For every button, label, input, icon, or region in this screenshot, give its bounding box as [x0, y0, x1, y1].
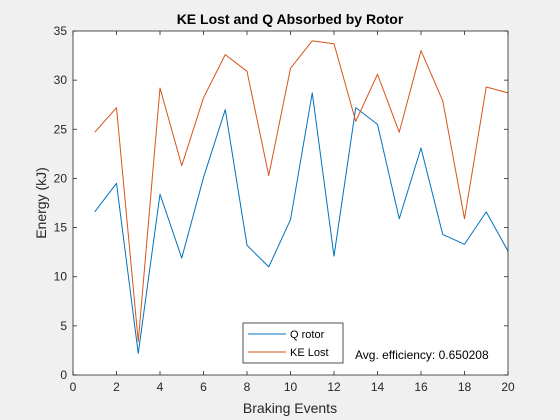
legend-box	[242, 322, 344, 364]
x-tick-label: 0	[70, 380, 77, 394]
x-axis-label: Braking Events	[243, 400, 337, 416]
legend-label-q-rotor: Q rotor	[290, 329, 325, 341]
y-tick-label: 35	[54, 24, 68, 38]
y-tick-label: 0	[60, 368, 67, 382]
series-line-ke-lost	[94, 40, 509, 343]
x-tick-label: 10	[284, 380, 298, 394]
x-tick-label: 12	[327, 380, 341, 394]
efficiency-annotation: Avg. efficiency: 0.650208	[355, 348, 489, 362]
axes-background	[73, 31, 508, 375]
x-tick-label: 2	[113, 380, 120, 394]
x-tick-label: 20	[501, 380, 515, 394]
plot-lines	[94, 40, 509, 354]
y-tick-label: 25	[54, 122, 68, 136]
x-tick-label: 8	[244, 380, 251, 394]
y-tick-label: 30	[54, 73, 68, 87]
x-tick-label: 6	[200, 380, 207, 394]
y-tick-label: 20	[54, 171, 68, 185]
y-tick-label: 5	[60, 319, 67, 333]
legend: Q rotor KE Lost	[242, 322, 344, 364]
chart-title: KE Lost and Q Absorbed by Rotor	[177, 11, 404, 27]
series-line-q-rotor	[94, 92, 509, 354]
x-tick-label: 4	[157, 380, 164, 394]
legend-label-ke-lost: KE Lost	[290, 347, 329, 359]
y-axis-label: Energy (kJ)	[33, 167, 49, 239]
y-tick-label: 15	[54, 221, 68, 235]
x-tick-label: 16	[414, 380, 428, 394]
x-tick-label: 18	[458, 380, 472, 394]
x-tick-label: 14	[371, 380, 385, 394]
axes: 0 2 4 6 8 10 12 14 16 18 20 0 5 10 15 20 25 30 35	[54, 24, 515, 394]
y-tick-label: 10	[54, 270, 68, 284]
